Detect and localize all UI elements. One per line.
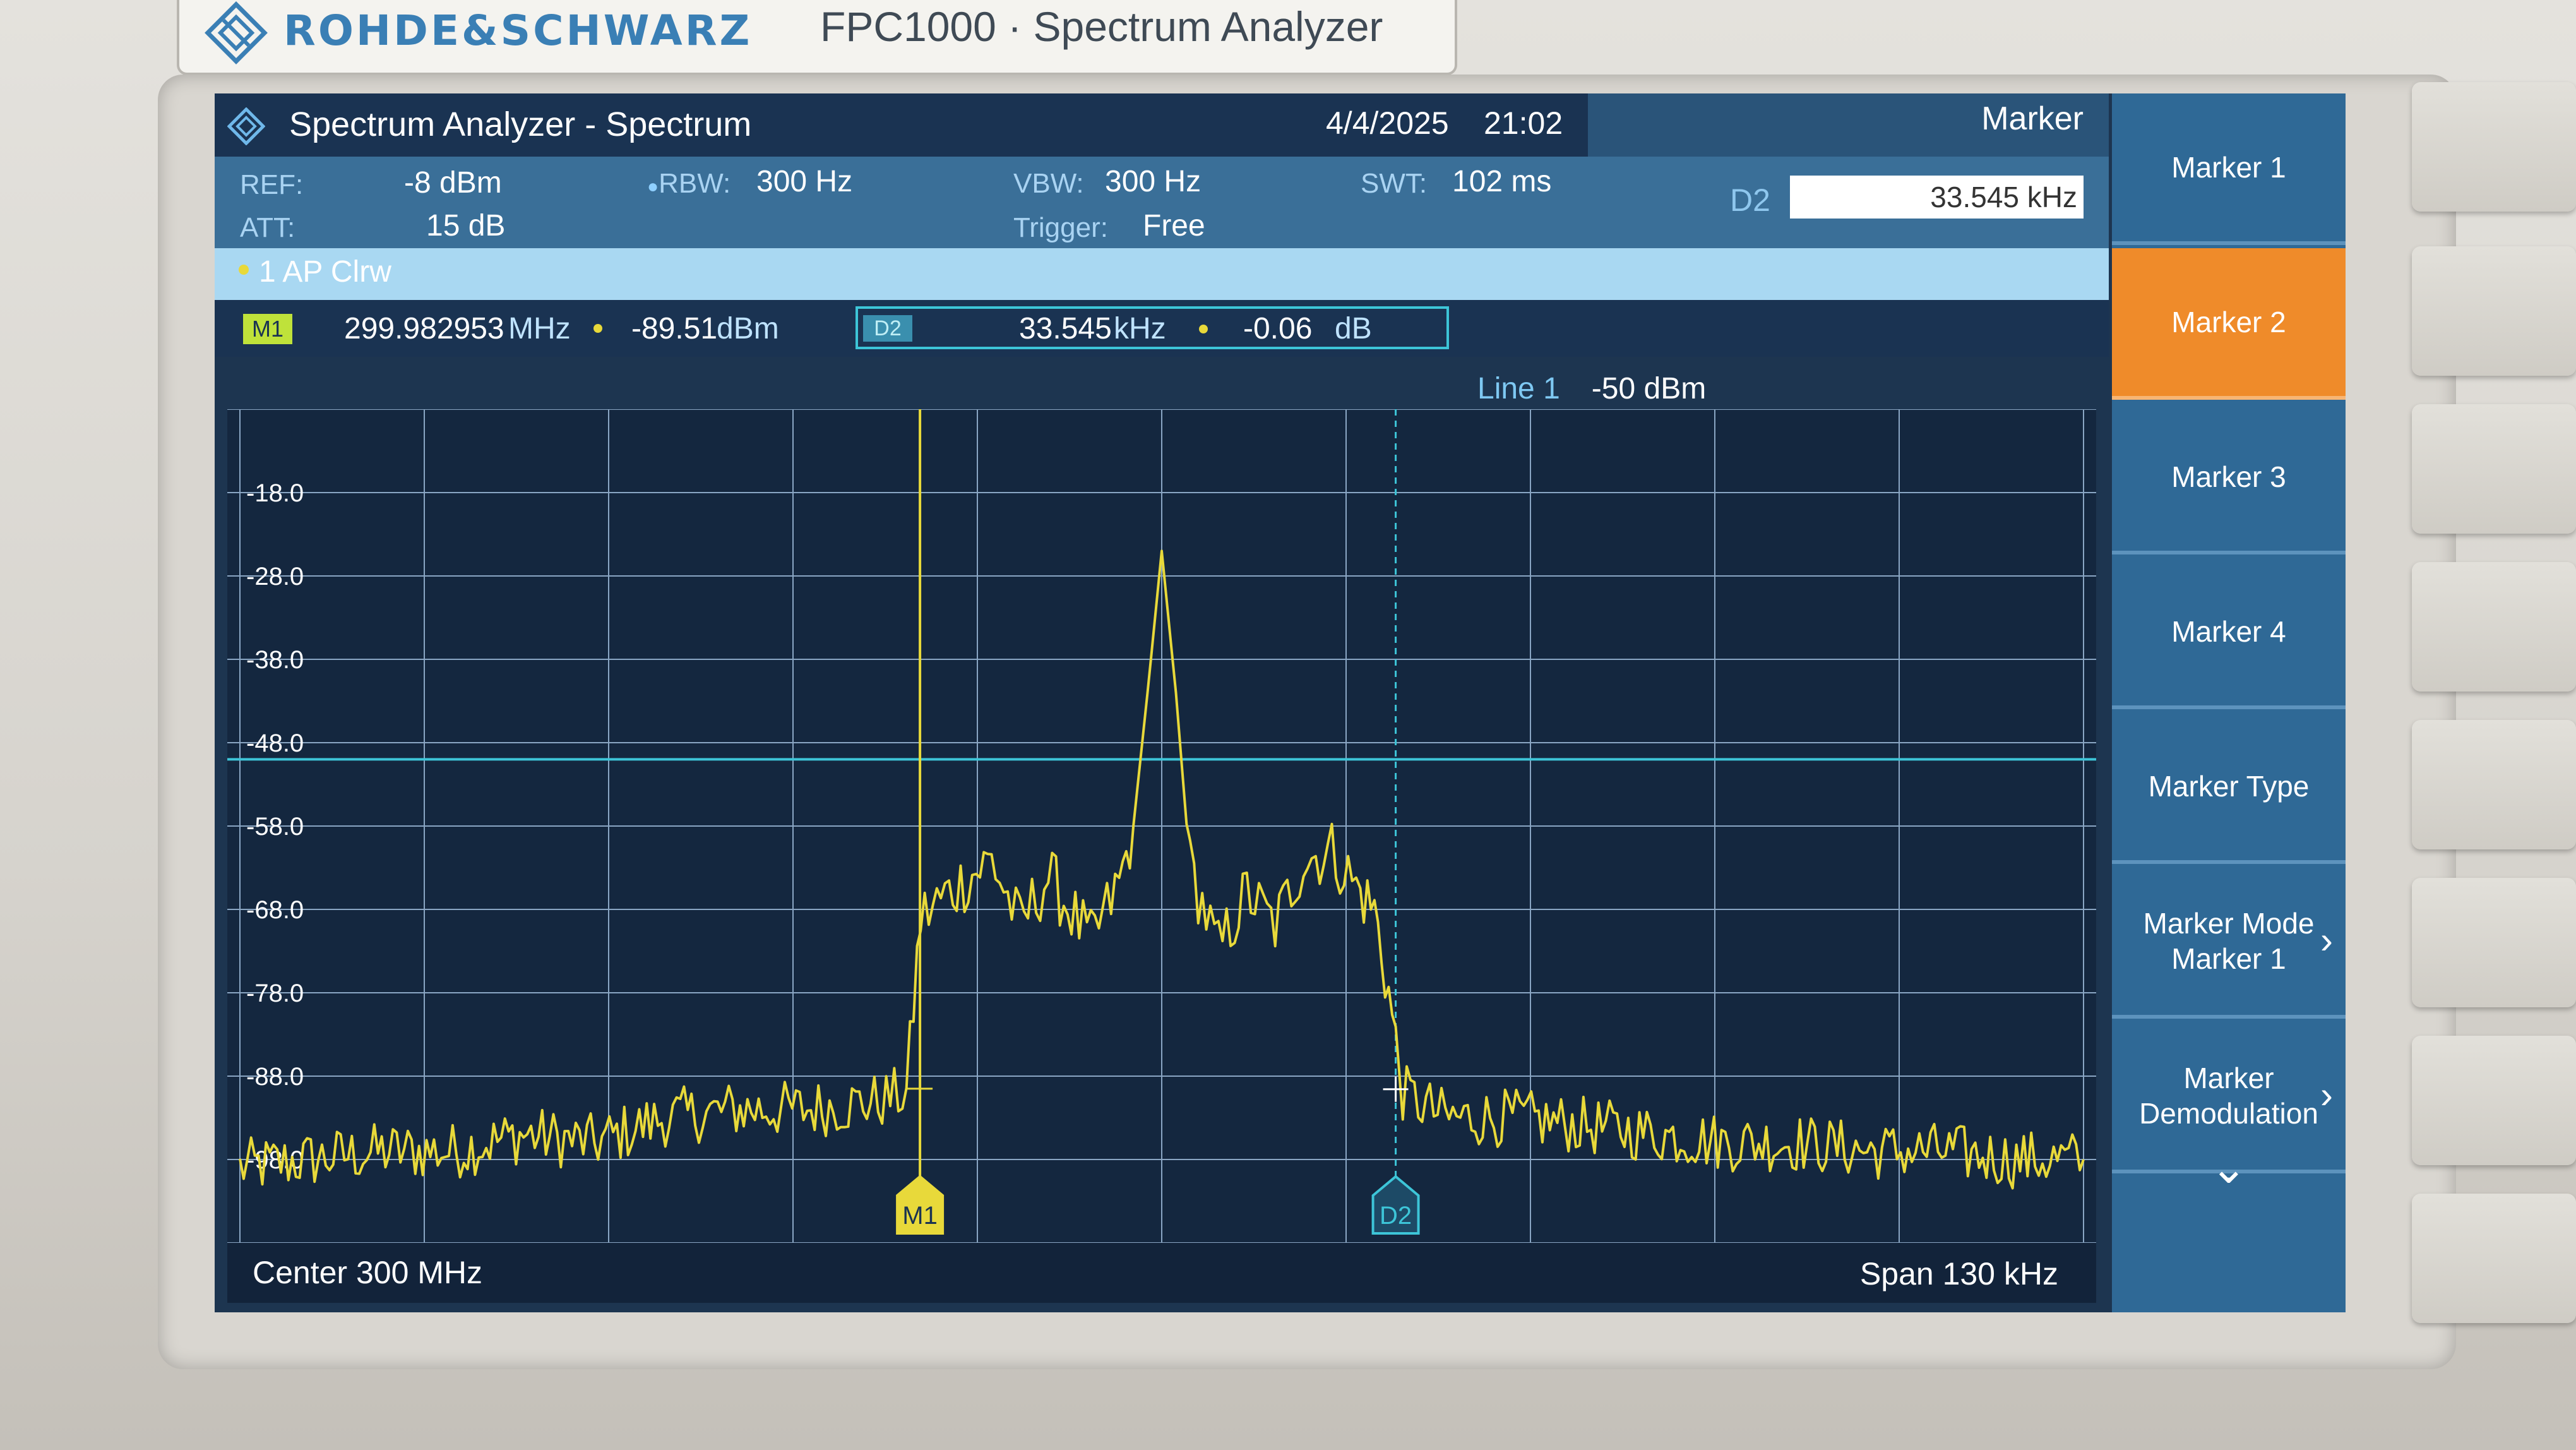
softkey-marker-2-label: Marker 2 (2171, 306, 2286, 339)
rbw-value: 300 Hz (756, 165, 853, 198)
title-bar: Spectrum Analyzer - Spectrum 4/4/2025 21… (215, 93, 1588, 157)
m1-level-unit: dBm (717, 312, 779, 345)
display-line-value: -50 dBm (1591, 372, 1707, 405)
chevron-right-icon: › (2320, 1074, 2333, 1116)
chevron-right-icon: › (2320, 919, 2333, 961)
hardware-button-6[interactable] (2412, 878, 2576, 1007)
softkey-marker-3-label: Marker 3 (2171, 460, 2286, 493)
hardware-button-3[interactable] (2412, 404, 2576, 534)
chevron-down-icon[interactable]: ⌄ (2210, 1142, 2248, 1194)
hardware-button-2[interactable] (2412, 246, 2576, 376)
softkey-marker-3[interactable]: Marker 3 (2112, 403, 2346, 554)
softkey-marker-mode-label: Marker Mode Marker 1 (2143, 907, 2315, 975)
brand-plate: ROHDE&SCHWARZ FPC1000 · Spectrum Analyze… (177, 0, 1457, 75)
vbw-value: 300 Hz (1105, 165, 1202, 198)
settings-bar[interactable]: REF: -8 dBm ATT: 15 dB ●RBW: 300 Hz VBW:… (215, 157, 1588, 248)
softkey-marker-4[interactable]: Marker 4 (2112, 558, 2346, 709)
hardware-button-4[interactable] (2412, 562, 2576, 692)
att-value: 15 dB (426, 209, 506, 243)
m1-frequency: 299.982953 (344, 312, 504, 345)
hardware-button-8[interactable] (2412, 1194, 2576, 1323)
marker-table-row[interactable]: M1 299.982953 MHz -89.51 dBm D2 33.545 k… (215, 300, 2109, 357)
softkey-marker-1-label: Marker 1 (2171, 151, 2286, 184)
y-tick-label: -88.0 (246, 1063, 304, 1091)
hardware-button-7[interactable] (2412, 1036, 2576, 1165)
marker-flags: M1 D2 (896, 1076, 1420, 1235)
d2-frequency: 33.545 (1019, 312, 1112, 345)
d2-frequency-input[interactable] (1790, 176, 2084, 219)
rbw-coupled-icon: ● (647, 176, 659, 197)
frequency-span: Span 130 kHz (1859, 1256, 2058, 1291)
d2-flag-label: D2 (1380, 1202, 1412, 1230)
trace-info-bar: 1 AP Clrw (215, 248, 2109, 300)
date: 4/4/2025 (1326, 105, 1449, 141)
d2-badge: D2 (863, 315, 912, 342)
softkey-marker-4-label: Marker 4 (2171, 615, 2286, 648)
hardware-button-1[interactable] (2412, 82, 2576, 212)
y-tick-label: -58.0 (246, 813, 304, 841)
softkey-marker-type-label: Marker Type (2148, 770, 2310, 803)
y-axis-ticks: -18.0 -28.0 -38.0 -48.0 -58.0 -68.0 -78.0 -88.0… (246, 479, 304, 1174)
display-line-label: Line 1 (1477, 372, 1560, 405)
rohde-schwarz-logo-icon (205, 1, 268, 64)
softkey-panel: Marker 1 Marker 2 Marker 3 Marker 4 Mark… (2112, 93, 2346, 1312)
m1-level: -89.51 (631, 312, 718, 345)
spectrum-plot[interactable]: -18.0 -28.0 -38.0 -48.0 -58.0 -68.0 -78.0 -88.0… (227, 409, 2096, 1243)
vbw-label: VBW: (1013, 168, 1084, 199)
model-name: FPC1000 · Spectrum Analyzer (820, 3, 1383, 50)
d2-input-label: D2 (1730, 183, 1770, 218)
softkey-marker-2[interactable]: Marker 2 (2112, 248, 2346, 400)
app-title: Spectrum Analyzer - Spectrum (289, 105, 752, 143)
m1-badge: M1 (243, 314, 292, 344)
y-tick-label: -28.0 (246, 563, 304, 590)
ref-value: -8 dBm (404, 166, 502, 200)
d2-point (1383, 1076, 1409, 1102)
spectrum-plot-svg[interactable]: -18.0 -28.0 -38.0 -48.0 -58.0 -68.0 -78.0 -88.0… (227, 409, 2096, 1243)
ref-label: REF: (240, 169, 304, 200)
m1-flag: M1 (896, 1175, 945, 1235)
plot-footer: Center 300 MHz Span 130 kHz (227, 1243, 2096, 1303)
trace-1-line (239, 549, 2085, 1190)
m1-flag-label: M1 (902, 1202, 938, 1230)
analyzer-screen: Spectrum Analyzer - Spectrum 4/4/2025 21… (215, 93, 2346, 1312)
swt-label: SWT: (1361, 168, 1428, 199)
trigger-label: Trigger: (1013, 212, 1108, 243)
d2-marker-box[interactable]: D2 33.545 kHz -0.06 dB (856, 306, 1449, 349)
trigger-value: Free (1143, 209, 1205, 243)
y-tick-label: -38.0 (246, 646, 304, 674)
marker-panel-header: Marker D2 (1588, 93, 2109, 248)
softkey-marker-mode[interactable]: Marker Mode Marker 1 › (2112, 867, 2346, 1019)
d2-trace-dot (1199, 325, 1208, 333)
y-tick-label: -68.0 (246, 896, 304, 924)
m1-frequency-unit: MHz (508, 312, 571, 345)
marker-panel-title: Marker (1981, 100, 2084, 137)
y-tick-label: -48.0 (246, 729, 304, 757)
rbw-label: ●RBW: (647, 168, 731, 199)
m1-point (907, 1076, 933, 1101)
center-frequency: Center 300 MHz (253, 1255, 483, 1290)
display-line-info: Line 1 -50 dBm (1477, 371, 1706, 406)
brand-name: ROHDE&SCHWARZ (283, 6, 753, 55)
trace-color-dot (239, 265, 249, 275)
d2-flag: D2 (1371, 1175, 1420, 1235)
plot-grid (227, 409, 2096, 1243)
y-tick-label: -78.0 (246, 980, 304, 1007)
d2-frequency-unit: kHz (1114, 312, 1166, 345)
d2-level-unit: dB (1335, 312, 1372, 345)
time: 21:02 (1484, 105, 1563, 141)
app-logo-icon (227, 107, 265, 145)
trace-label: 1 AP Clrw (259, 255, 391, 289)
att-label: ATT: (240, 212, 295, 243)
softkey-marker-1[interactable]: Marker 1 (2112, 93, 2346, 245)
y-tick-label: -18.0 (246, 479, 304, 507)
softkey-marker-demodulation-label: Marker Demodulation (2139, 1062, 2318, 1130)
hardware-button-5[interactable] (2412, 720, 2576, 849)
d2-level: -0.06 (1243, 312, 1313, 345)
swt-value: 102 ms (1452, 165, 1552, 198)
marker-panel-top (1588, 93, 2109, 157)
m1-trace-dot (593, 324, 602, 333)
softkey-marker-demodulation[interactable]: Marker Demodulation › (2112, 1022, 2346, 1173)
softkey-marker-type[interactable]: Marker Type (2112, 712, 2346, 864)
